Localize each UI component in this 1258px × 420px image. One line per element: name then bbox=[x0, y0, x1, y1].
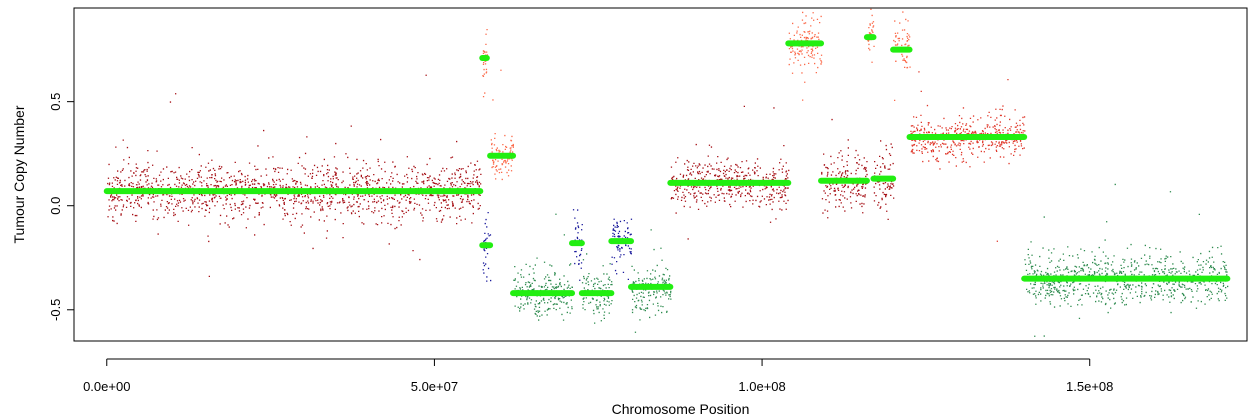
y-axis-title: Tumour Copy Number bbox=[11, 105, 27, 243]
x-tick-label: 5.0e+07 bbox=[411, 379, 458, 394]
points-segment-7 bbox=[581, 253, 613, 324]
points-segment-5 bbox=[513, 213, 574, 321]
points-segment-2 bbox=[482, 29, 488, 98]
points-segment-10 bbox=[670, 105, 790, 240]
points-segment-16 bbox=[910, 71, 1026, 242]
points-segment-11 bbox=[788, 11, 823, 101]
y-tick-label: -0.5 bbox=[48, 299, 63, 321]
y-tick-label: 0.0 bbox=[48, 197, 63, 215]
points-segment-8 bbox=[611, 218, 633, 280]
x-tick-label: 1.0e+08 bbox=[738, 379, 785, 394]
points-segment-17 bbox=[1024, 183, 1229, 337]
y-tick-label: 0.5 bbox=[48, 93, 63, 111]
y-axis: -0.5 0.0 0.5 bbox=[48, 93, 74, 321]
plot-frame bbox=[73, 7, 1248, 342]
x-tick-label: 0.0e+00 bbox=[83, 379, 130, 394]
points-segment-4 bbox=[490, 69, 514, 181]
x-axis-title: Chromosome Position bbox=[612, 401, 750, 417]
points-segment-15 bbox=[893, 11, 911, 101]
segment-lines bbox=[103, 34, 1231, 297]
points-segment-12 bbox=[821, 118, 868, 219]
x-axis: 0.0e+00 5.0e+07 1.0e+08 1.5e+08 bbox=[83, 358, 1113, 394]
x-tick-label: 1.5e+08 bbox=[1066, 379, 1113, 394]
points-segment-9 bbox=[631, 229, 672, 333]
points-segment-1 bbox=[107, 74, 482, 277]
